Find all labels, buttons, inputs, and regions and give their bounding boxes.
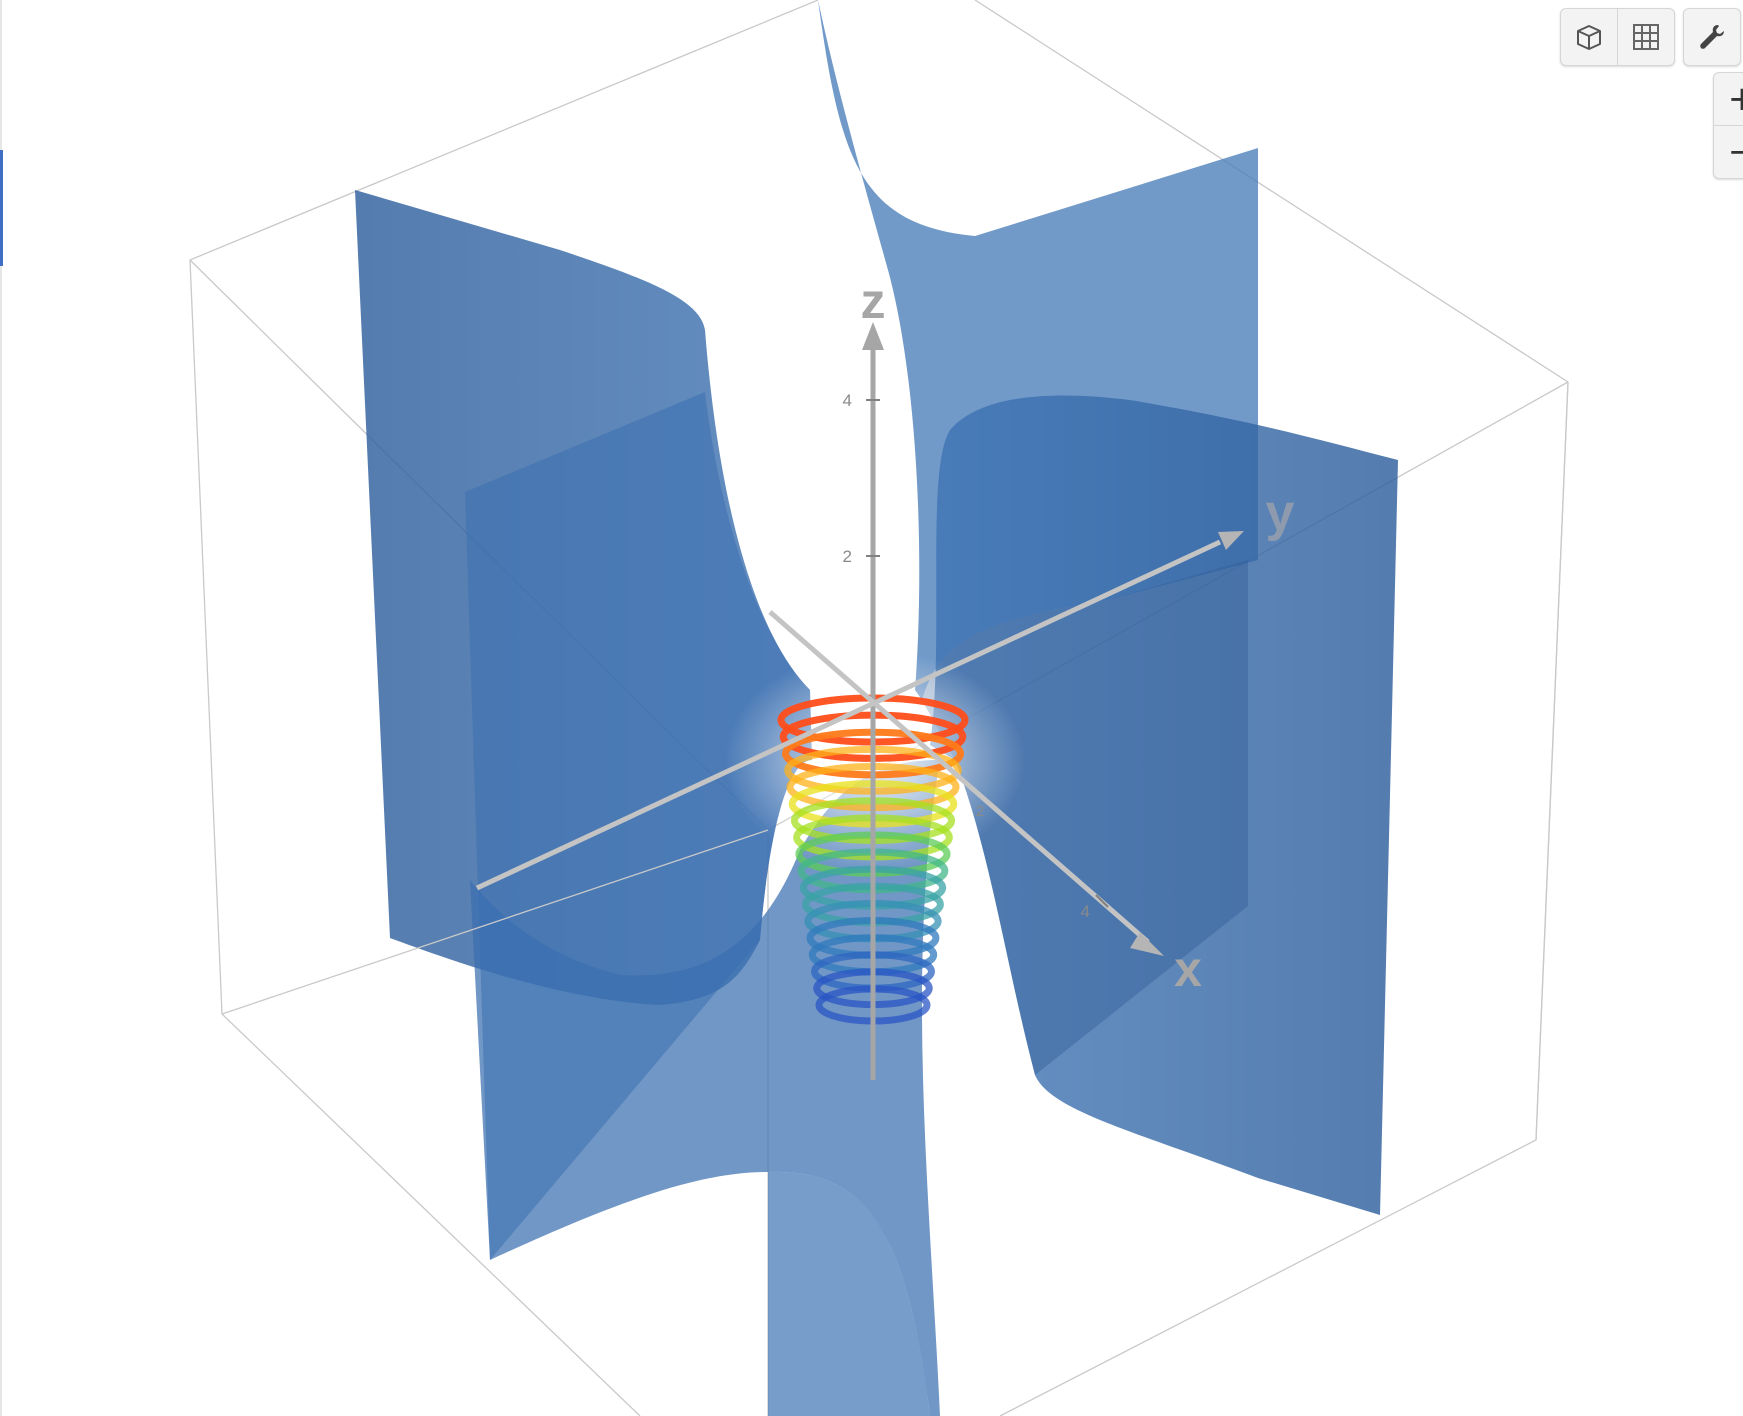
zoom-controls: + − bbox=[1713, 72, 1743, 179]
z-tick-label-2: 2 bbox=[843, 547, 852, 566]
left-panel-border bbox=[0, 0, 2, 1416]
z-axis-arrow bbox=[862, 322, 884, 350]
axes: 4 2 z y 4 2 x bbox=[475, 273, 1295, 1080]
y-axis-line bbox=[475, 539, 1222, 891]
projection-toggle-button[interactable] bbox=[1561, 9, 1617, 65]
settings-button[interactable] bbox=[1684, 9, 1740, 65]
x-tick-label-4: 4 bbox=[1081, 902, 1090, 921]
x-axis-arrow bbox=[1130, 932, 1164, 956]
z-tick-label-4: 4 bbox=[843, 391, 852, 410]
wrench-icon bbox=[1700, 25, 1724, 49]
z-axis-label: z bbox=[861, 273, 886, 329]
y-axis-label: y bbox=[1266, 484, 1295, 542]
surface-sheet-right-inner bbox=[922, 560, 1248, 1075]
view-toolbar bbox=[1560, 8, 1675, 66]
surface-sheet-right bbox=[930, 395, 1398, 1215]
zoom-in-button[interactable]: + bbox=[1727, 79, 1743, 119]
x-tick-label-2: 2 bbox=[976, 803, 984, 820]
y-axis-arrow bbox=[1218, 531, 1244, 550]
surface-sheet-back-bottom bbox=[768, 1171, 930, 1416]
x-tick-4 bbox=[1095, 894, 1109, 908]
grid-toggle-button[interactable] bbox=[1617, 9, 1674, 65]
cube-icon bbox=[1577, 25, 1601, 50]
grid-icon bbox=[1633, 24, 1659, 50]
x-axis-label: x bbox=[1174, 941, 1202, 997]
bounding-box-front bbox=[189, 259, 1569, 1416]
x-axis-line bbox=[768, 610, 1150, 944]
settings-toolbar bbox=[1683, 8, 1741, 66]
left-panel-accent bbox=[0, 150, 3, 266]
zoom-out-button[interactable]: − bbox=[1714, 125, 1743, 178]
